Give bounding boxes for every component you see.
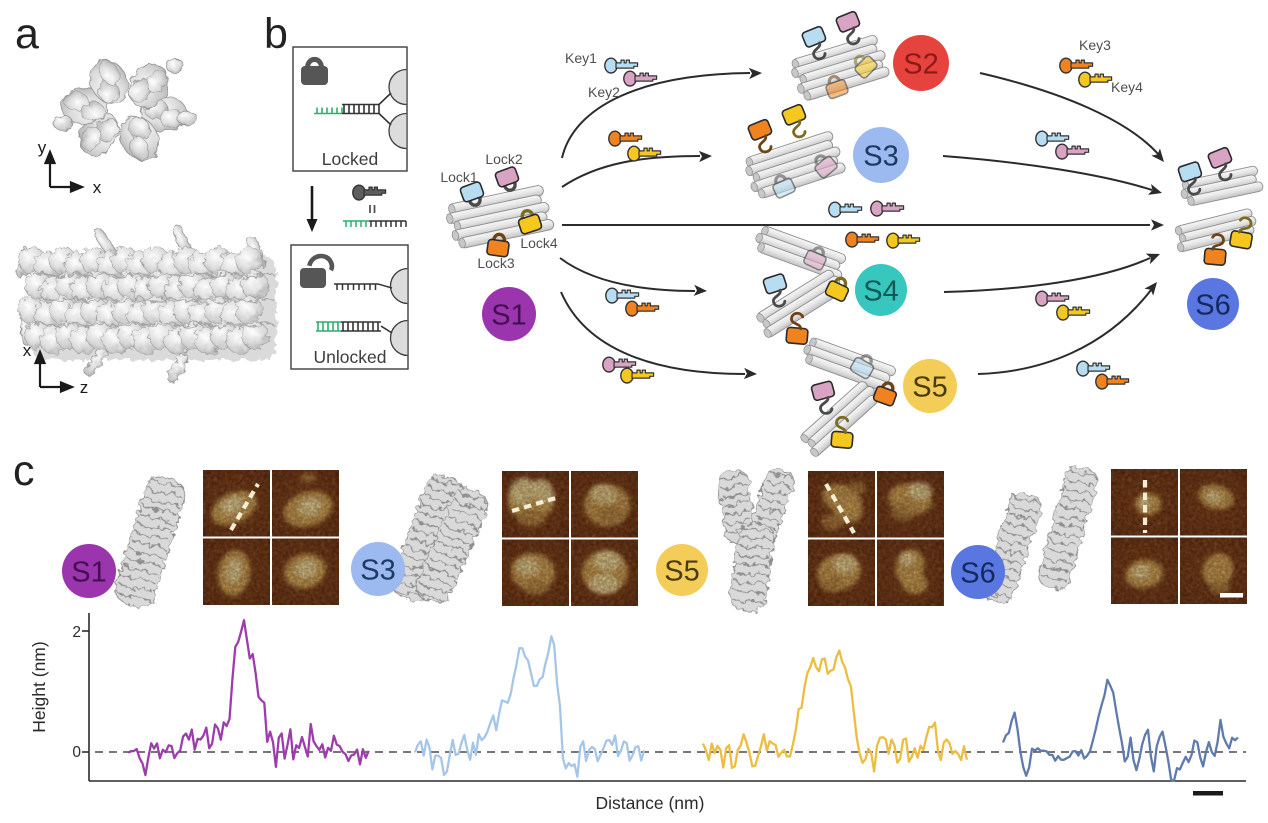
svg-text:2: 2 (72, 624, 81, 641)
svg-text:x: x (93, 178, 102, 197)
svg-text:Key4: Key4 (1111, 79, 1143, 95)
svg-text:Key1: Key1 (565, 50, 597, 66)
svg-text:x: x (23, 341, 32, 360)
svg-text:b: b (264, 10, 288, 58)
svg-text:Height (nm): Height (nm) (29, 641, 49, 732)
svg-text:S6: S6 (960, 557, 995, 589)
svg-text:S6: S6 (1195, 289, 1230, 321)
svg-text:Lock3: Lock3 (477, 255, 515, 271)
svg-text:a: a (15, 10, 39, 58)
svg-text:0: 0 (72, 744, 81, 761)
svg-text:Lock1: Lock1 (440, 169, 478, 185)
svg-text:c: c (13, 447, 35, 495)
svg-text:Unlocked: Unlocked (314, 347, 387, 367)
svg-text:S3: S3 (360, 554, 395, 586)
svg-text:S4: S4 (863, 275, 898, 307)
svg-text:S1: S1 (491, 299, 526, 331)
svg-text:Lock4: Lock4 (520, 235, 558, 251)
svg-text:Key3: Key3 (1079, 37, 1111, 53)
svg-text:S3: S3 (863, 140, 898, 172)
svg-text:y: y (38, 138, 47, 157)
svg-text:S5: S5 (912, 371, 947, 403)
svg-text:Lock2: Lock2 (485, 151, 523, 167)
svg-text:S1: S1 (71, 556, 106, 588)
svg-text:S5: S5 (664, 555, 699, 587)
svg-text:z: z (80, 378, 89, 397)
svg-text:Locked: Locked (322, 149, 378, 169)
svg-text:Key2: Key2 (588, 84, 620, 100)
svg-text:Distance (nm): Distance (nm) (596, 793, 705, 813)
svg-text:S2: S2 (903, 48, 938, 80)
